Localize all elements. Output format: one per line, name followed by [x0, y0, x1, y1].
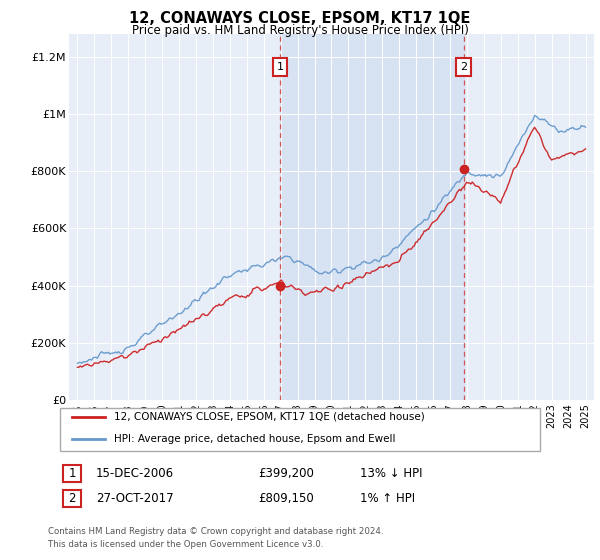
- Text: Price paid vs. HM Land Registry's House Price Index (HPI): Price paid vs. HM Land Registry's House …: [131, 24, 469, 36]
- Text: This data is licensed under the Open Government Licence v3.0.: This data is licensed under the Open Gov…: [48, 540, 323, 549]
- Text: 2: 2: [460, 62, 467, 72]
- Text: HPI: Average price, detached house, Epsom and Ewell: HPI: Average price, detached house, Epso…: [114, 435, 395, 444]
- Text: 13% ↓ HPI: 13% ↓ HPI: [360, 466, 422, 480]
- Bar: [280, 34, 464, 400]
- Text: 27-OCT-2017: 27-OCT-2017: [96, 492, 173, 505]
- Text: 1% ↑ HPI: 1% ↑ HPI: [360, 492, 415, 505]
- Text: 12, CONAWAYS CLOSE, EPSOM, KT17 1QE: 12, CONAWAYS CLOSE, EPSOM, KT17 1QE: [130, 11, 470, 26]
- Text: £809,150: £809,150: [258, 492, 314, 505]
- Text: 1: 1: [277, 62, 284, 72]
- Text: Contains HM Land Registry data © Crown copyright and database right 2024.: Contains HM Land Registry data © Crown c…: [48, 528, 383, 536]
- Text: 2: 2: [68, 492, 76, 505]
- Text: 1: 1: [68, 466, 76, 480]
- Text: £399,200: £399,200: [258, 466, 314, 480]
- Text: 15-DEC-2006: 15-DEC-2006: [96, 466, 174, 480]
- Text: 12, CONAWAYS CLOSE, EPSOM, KT17 1QE (detached house): 12, CONAWAYS CLOSE, EPSOM, KT17 1QE (det…: [114, 412, 425, 422]
